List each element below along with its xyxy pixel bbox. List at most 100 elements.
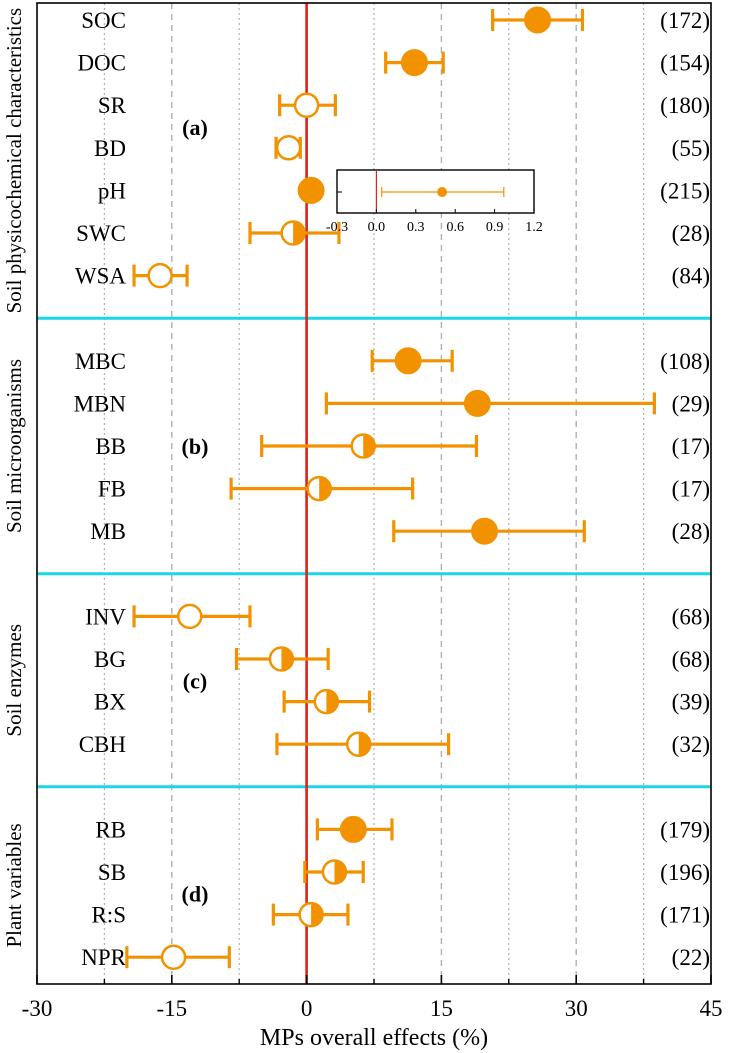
row-swc: SWC (28)	[76, 220, 710, 246]
effect-point	[160, 944, 187, 970]
panel-label: (d)	[182, 881, 209, 906]
sample-size: (39)	[672, 690, 710, 715]
effect-point	[297, 176, 325, 204]
effect-point	[339, 815, 367, 843]
row-label: MBN	[74, 391, 127, 416]
effect-point	[471, 517, 499, 545]
effect-point-half	[326, 689, 339, 715]
sample-size: (32)	[672, 732, 710, 757]
x-tick-label: -15	[156, 996, 187, 1021]
inset-x-tick-label: -0.3	[326, 220, 348, 235]
row-mb: MB (28)	[90, 517, 710, 545]
sample-size: (108)	[660, 349, 710, 374]
grid-lines	[103, 3, 645, 984]
sample-size: (17)	[672, 477, 710, 502]
row-bd: BD (55)	[94, 135, 710, 161]
row-wsa: WSA (84)	[75, 262, 710, 289]
row-ph: pH (215)	[98, 176, 710, 204]
row-inv: INV (68)	[85, 603, 710, 630]
row-label: BD	[94, 136, 126, 161]
effect-point	[177, 603, 203, 630]
sample-size: (29)	[672, 391, 710, 416]
sample-size: (17)	[672, 434, 710, 459]
row-mbn: MBN (29)	[74, 389, 710, 417]
panel-label: (a)	[182, 115, 208, 140]
inset-point	[437, 187, 448, 197]
sample-size: (28)	[672, 221, 710, 246]
row-label: FB	[98, 477, 126, 502]
sample-size: (215)	[660, 178, 710, 203]
sample-size: (172)	[660, 8, 710, 33]
x-tick-label: 0	[301, 996, 313, 1021]
sample-size: (154)	[660, 51, 710, 76]
group-label: Soil microorganisms	[2, 359, 26, 533]
row-rb: RB (179)	[95, 815, 710, 843]
row-label: BX	[94, 690, 126, 715]
effect-point	[394, 347, 422, 375]
group-label: Soil enzymes	[2, 624, 26, 737]
effect-point	[400, 49, 428, 77]
row-label: R:S	[91, 903, 126, 928]
row-sr: SR (180)	[98, 92, 710, 118]
effect-point	[147, 262, 173, 289]
effect-point-half	[311, 902, 324, 928]
effect-point-half	[281, 646, 294, 672]
row-label: BG	[94, 647, 126, 672]
row-bb: BB (17)	[95, 433, 710, 459]
row-soc: SOC (172)	[81, 6, 710, 34]
sample-size: (84)	[672, 264, 710, 289]
x-axis: -30 -15 0 15 30 45	[22, 975, 723, 1021]
row-label: MBC	[75, 349, 126, 374]
effect-point-half	[293, 220, 306, 246]
row-label: MB	[90, 519, 126, 544]
row-label: CBH	[79, 732, 126, 757]
row-label: SR	[98, 93, 127, 118]
sample-size: (179)	[660, 817, 710, 842]
row-label: RB	[95, 817, 126, 842]
group-label: Soil physicochemical characteristics	[2, 8, 26, 314]
effect-point	[275, 135, 302, 161]
effect-point	[293, 92, 320, 118]
x-tick-label: 15	[430, 996, 453, 1021]
x-tick-label: 30	[565, 996, 588, 1021]
group-separators	[37, 316, 711, 789]
data-rows: SOC (172) DOC (154) SR (180) BD (55) pH (215) SWC (…	[74, 6, 710, 970]
row-bx: BX (39)	[94, 688, 710, 715]
effect-point-half	[334, 859, 347, 885]
row-label: SOC	[81, 8, 126, 33]
row-label: WSA	[75, 264, 127, 289]
inset-chart: -0.3 0.0 0.3 0.6 0.9 1.2	[326, 169, 543, 235]
row-cbh: CBH (32)	[79, 731, 710, 757]
x-tick-label: -30	[22, 996, 53, 1021]
sample-size: (68)	[672, 604, 710, 629]
effect-point	[524, 6, 552, 34]
row-rs: R:S (171)	[91, 901, 710, 928]
effect-point-half	[319, 476, 332, 502]
row-npr: NPR (22)	[81, 944, 710, 970]
row-bg: BG (68)	[94, 646, 710, 672]
effect-point-half	[358, 731, 372, 757]
sample-size: (180)	[660, 93, 710, 118]
panel-label: (b)	[182, 434, 209, 459]
effect-point	[463, 389, 491, 417]
sample-size: (171)	[660, 903, 710, 928]
row-label: SB	[98, 860, 126, 885]
row-fb: FB (17)	[98, 475, 710, 502]
effect-point-half	[363, 433, 376, 459]
inset-x-tick-label: 0.3	[407, 220, 425, 235]
row-label: BB	[95, 434, 126, 459]
sample-size: (196)	[660, 860, 710, 885]
group-labels: (a) Soil physicochemical characteristics (…	[2, 8, 208, 948]
sample-size: (28)	[672, 519, 710, 544]
inset-x-tick-label: 0.6	[446, 220, 464, 235]
sample-size: (68)	[672, 647, 710, 672]
inset-x-tick-label: 1.2	[525, 220, 543, 235]
row-sb: SB (196)	[98, 859, 710, 885]
row-label: DOC	[77, 51, 126, 76]
inset-x-tick-label: 0.0	[368, 220, 386, 235]
x-tick-label: 45	[700, 996, 723, 1021]
group-label: Plant variables	[2, 823, 26, 947]
row-label: pH	[98, 178, 126, 203]
row-label: INV	[85, 604, 126, 629]
